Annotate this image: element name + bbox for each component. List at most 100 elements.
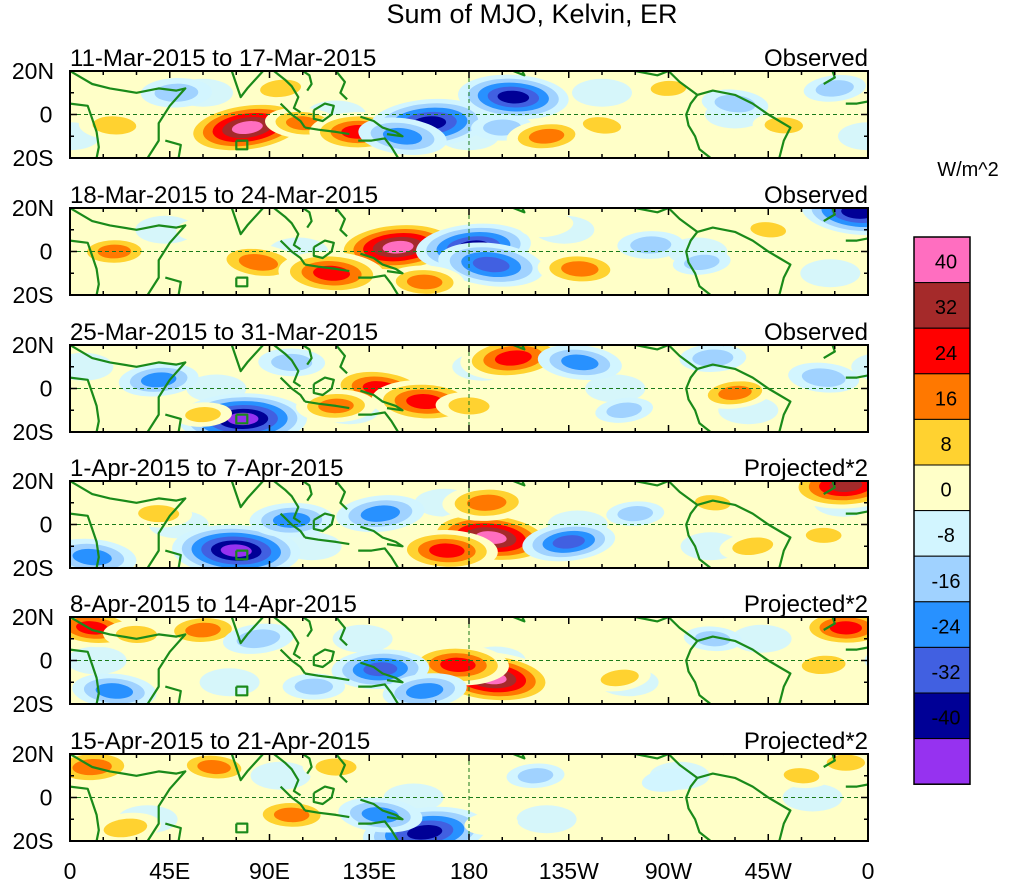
anomaly-blob (814, 754, 868, 776)
anomaly-contour (829, 621, 863, 635)
x-tick-label: 0 (64, 858, 77, 884)
coastline (279, 102, 306, 129)
anomaly-contour (382, 240, 414, 254)
background-anomaly (516, 805, 577, 834)
coastline (279, 376, 306, 403)
anomaly-blob (537, 251, 623, 287)
colorbar-swatch (913, 236, 971, 284)
coastline (823, 345, 836, 360)
coastline (235, 413, 249, 425)
coastline (70, 512, 100, 568)
coastline (70, 481, 187, 568)
x-tick-label: 0 (862, 858, 875, 884)
colorbar-swatch (913, 555, 971, 603)
coastline (235, 822, 249, 834)
colorbar-level-label: -24 (932, 616, 961, 638)
coastline (697, 226, 792, 295)
coastline (335, 481, 348, 511)
colorbar-swatch (913, 282, 971, 329)
anomaly-contour (429, 543, 465, 558)
anomaly-blob (72, 673, 157, 704)
anomaly-contour (519, 213, 574, 238)
panel-kind-label: Projected*2 (744, 728, 868, 755)
coastlines (70, 71, 868, 158)
panel-date-range: 11-Mar-2015 to 17-Mar-2015 (70, 45, 376, 72)
anomaly-field (70, 617, 868, 704)
anomaly-contour (472, 256, 510, 273)
y-tick-label: 0 (40, 512, 53, 538)
coastline (360, 389, 404, 412)
anomaly-blob (697, 376, 773, 409)
x-tick-label: 45W (745, 858, 793, 884)
y-tick-label: 20S (13, 419, 54, 445)
y-tick-label: 20N (12, 604, 54, 630)
x-tick-label: 135E (342, 858, 396, 884)
coastline (823, 71, 836, 85)
anomaly-blob (639, 76, 698, 101)
coastline (164, 822, 182, 841)
coastline (360, 115, 404, 138)
coastline (191, 481, 302, 524)
coastline (70, 785, 100, 841)
panel-kind-label: Observed (764, 319, 868, 346)
anomaly-contour (95, 683, 134, 699)
anomaly-contour (467, 494, 507, 511)
anomaly-contour (176, 218, 230, 242)
anomaly-blob (176, 218, 230, 242)
anomaly-blob (251, 798, 332, 832)
anomaly-contour (315, 758, 357, 776)
background-anomaly (250, 761, 311, 790)
anomaly-blob (174, 402, 232, 427)
coastline (304, 126, 350, 136)
anomaly-blob (641, 768, 696, 792)
colorbar-level-label: 32 (935, 297, 957, 319)
coastline (360, 525, 404, 548)
coastline (302, 481, 313, 502)
coastline (302, 71, 313, 92)
y-tick-label: 20N (12, 332, 54, 358)
coastline (360, 798, 404, 821)
coastline (512, 481, 526, 487)
coastline (845, 237, 868, 242)
anomaly-blob (683, 490, 742, 516)
anomaly-blob (522, 522, 616, 562)
coastline (360, 661, 404, 684)
x-tick-label: 90W (645, 858, 693, 884)
anomaly-contour (841, 208, 868, 219)
colorbar-level-label: -32 (932, 662, 961, 684)
coastline (70, 648, 100, 704)
anomaly-contour (185, 622, 221, 638)
coastline (304, 400, 350, 410)
anomaly-blob (457, 74, 569, 120)
anomaly-contour (528, 128, 565, 144)
anomaly-contour (683, 254, 720, 271)
coastline (191, 71, 302, 114)
anomaly-blob (801, 208, 868, 236)
anomaly-blob (739, 217, 798, 243)
anomaly-contour (406, 394, 444, 410)
coastline (635, 481, 712, 568)
map-panel-6: 20N 0 20S 15-Apr-2015 to 21-Apr-2015 Project… (12, 728, 869, 854)
map-panel-3: 20N 0 20S 25-Mar-2015 to 31-Mar-2015 Observe… (12, 319, 869, 445)
anomaly-blob (719, 531, 786, 561)
anomaly-field (70, 754, 868, 841)
coastlines (70, 754, 868, 841)
coastline (302, 345, 313, 366)
y-tick-label: 20S (13, 828, 54, 854)
coastline (358, 820, 400, 841)
colorbar-swatch (913, 692, 971, 740)
anomaly-blob (103, 620, 170, 649)
anomaly-contour (826, 754, 866, 771)
coastline (165, 276, 182, 295)
anomaly-contour (617, 506, 654, 522)
coastline (70, 345, 187, 432)
anomaly-contour (805, 527, 842, 543)
anomaly-blob (606, 501, 665, 526)
coastline (70, 208, 187, 295)
anomaly-contour (273, 807, 310, 823)
coastline (335, 345, 348, 375)
anomaly-contour (732, 537, 774, 556)
coastline (335, 71, 348, 101)
anomaly-contour (464, 812, 518, 836)
y-tick-label: 20S (13, 145, 54, 171)
